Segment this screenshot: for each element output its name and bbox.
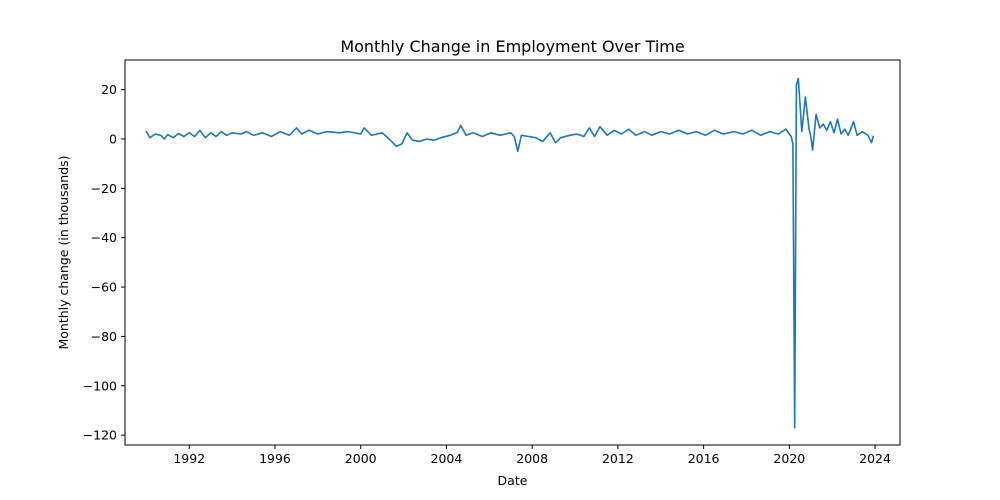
plot-frame <box>124 59 901 446</box>
plot-area <box>145 77 874 429</box>
chart-title: Monthly Change in Employment Over Time <box>340 37 684 56</box>
x-tick-label: 1996 <box>259 451 291 466</box>
x-tick-label: 2004 <box>431 451 463 466</box>
y-tick-label: 0 <box>109 131 117 146</box>
x-axis-label: Date <box>498 473 528 488</box>
y-tick-label: −60 <box>91 280 117 295</box>
x-tick-label: 2008 <box>516 451 548 466</box>
x-axis: 1992 1996 2000 2004 2008 2012 2016 2020 2024 <box>173 445 891 466</box>
y-tick-label: −20 <box>91 181 117 196</box>
y-axis: 20 0 −20 −40 −60 −80 −100 −120 <box>83 82 125 443</box>
x-tick-label: 2012 <box>602 451 634 466</box>
x-tick-label: 2000 <box>345 451 377 466</box>
y-tick-label: −120 <box>83 428 117 443</box>
series-line <box>145 77 874 429</box>
y-tick-label: −100 <box>83 378 117 393</box>
y-tick-label: −40 <box>91 230 117 245</box>
x-tick-label: 2020 <box>773 451 805 466</box>
x-tick-label: 1992 <box>173 451 205 466</box>
y-tick-label: −80 <box>91 329 117 344</box>
x-tick-label: 2016 <box>688 451 720 466</box>
y-axis-label: Monthly change (in thousands) <box>56 155 71 349</box>
x-tick-label: 2024 <box>859 451 891 466</box>
y-tick-label: 20 <box>101 82 117 97</box>
